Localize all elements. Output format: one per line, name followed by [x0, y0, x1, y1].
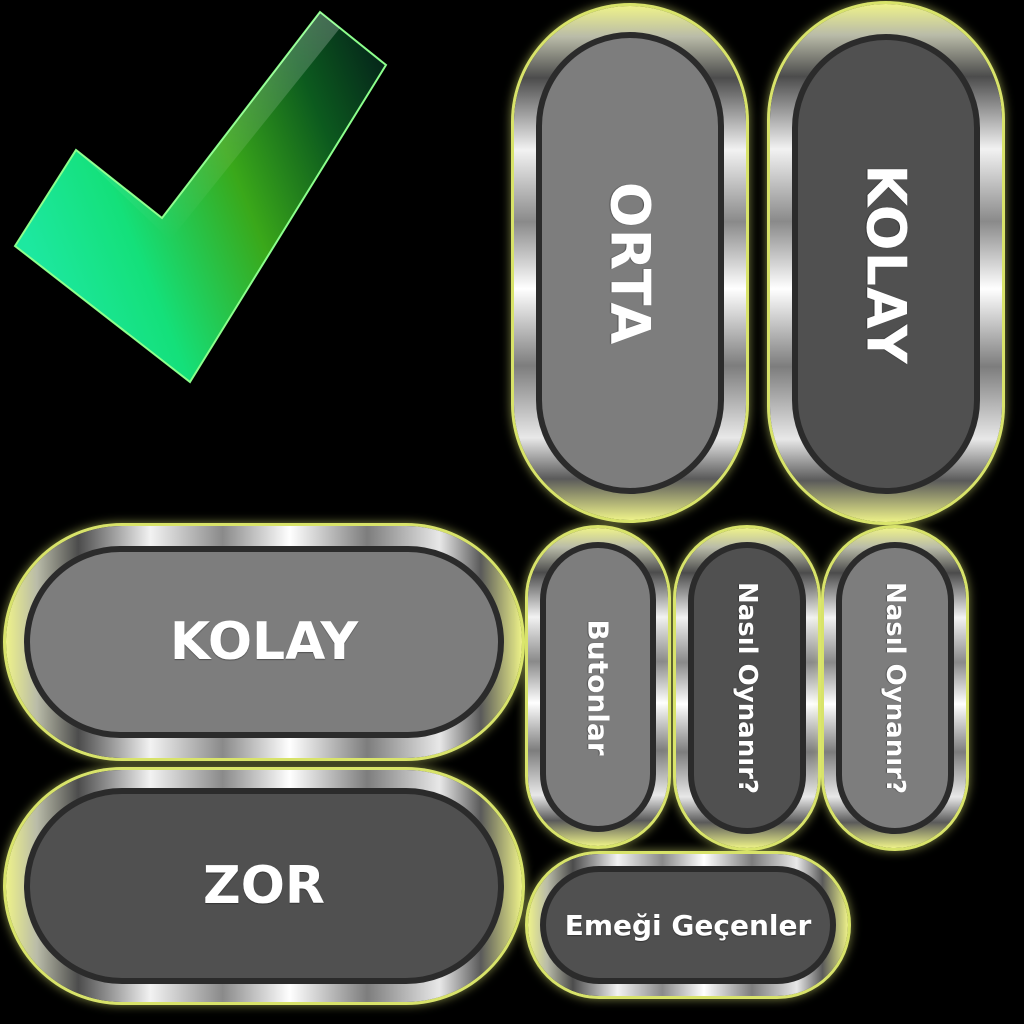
zor-button[interactable]: ZOR	[6, 770, 522, 1002]
checkmark-icon	[13, 10, 388, 384]
kolay-button[interactable]: KOLAY	[6, 526, 522, 758]
nasil-oynanir-button-dark[interactable]: Nasıl Oynanır?	[676, 528, 818, 848]
emegi-gecenler-label: Emeği Geçenler	[564, 908, 812, 942]
kolay-vertical-label: KOLAY	[854, 163, 918, 365]
butonlar-button[interactable]: Butonlar	[528, 528, 668, 846]
kolay-button-face: KOLAY	[24, 546, 504, 738]
nasil-oynanir-light-label: Nasıl Oynanır?	[880, 581, 910, 795]
kolay-button-vertical[interactable]: KOLAY	[770, 4, 1002, 522]
orta-button-face: ORTA	[536, 32, 724, 494]
orta-label: ORTA	[598, 181, 662, 345]
nasil-oynanir-button-light[interactable]: Nasıl Oynanır?	[824, 528, 966, 848]
emegi-gecenler-button[interactable]: Emeği Geçenler	[528, 854, 848, 996]
kolay-label: KOLAY	[169, 612, 359, 672]
emegi-gecenler-face: Emeği Geçenler	[540, 866, 836, 984]
orta-button-vertical[interactable]: ORTA	[514, 6, 746, 520]
nasil-oynanir-dark-face: Nasıl Oynanır?	[688, 542, 806, 834]
butonlar-button-face: Butonlar	[540, 542, 656, 832]
kolay-button-vertical-face: KOLAY	[792, 34, 980, 494]
zor-label: ZOR	[203, 856, 325, 916]
zor-button-face: ZOR	[24, 788, 504, 984]
butonlar-label: Butonlar	[581, 618, 615, 756]
nasil-oynanir-light-face: Nasıl Oynanır?	[836, 542, 954, 834]
nasil-oynanir-dark-label: Nasıl Oynanır?	[732, 581, 762, 795]
